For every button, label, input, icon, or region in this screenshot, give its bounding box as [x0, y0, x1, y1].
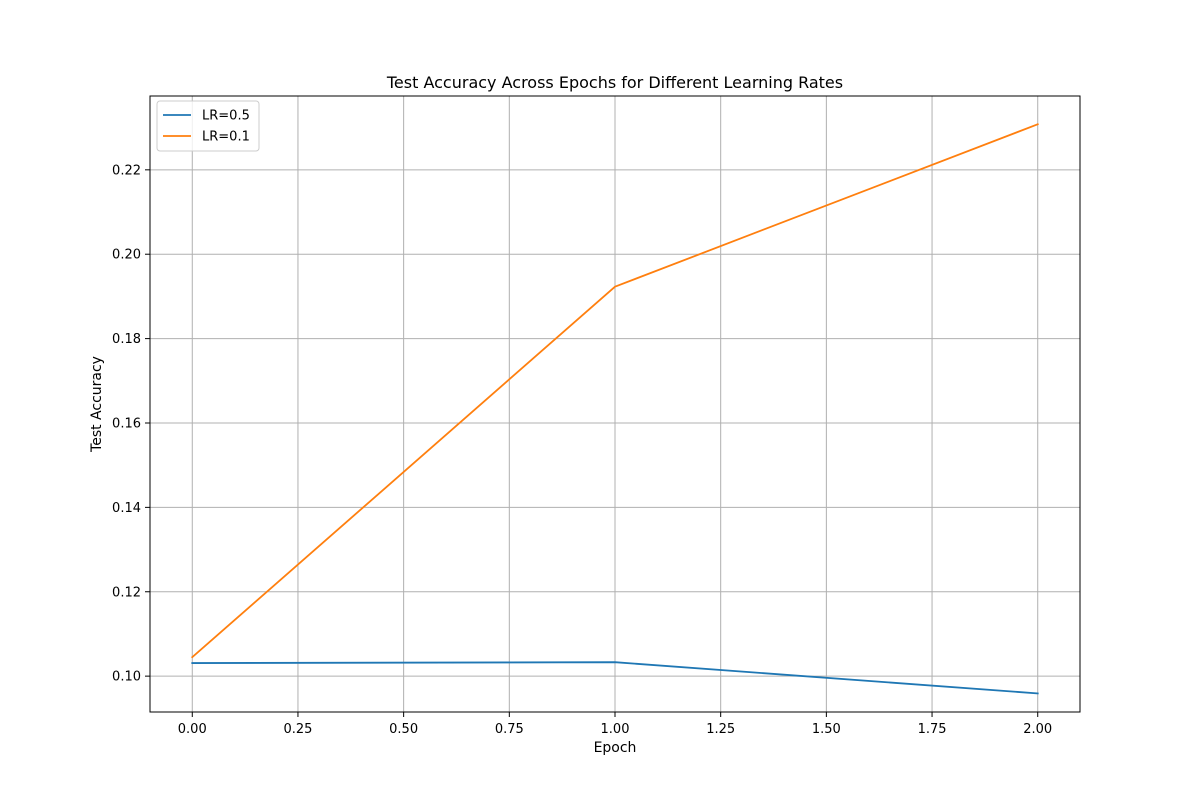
- x-tick-label: 1.00: [601, 722, 630, 737]
- legend-box: [156, 100, 260, 152]
- x-tick-label: 0.75: [495, 722, 524, 737]
- legend-label: LR=0.5: [202, 109, 250, 124]
- y-tick-label: 0.22: [112, 163, 141, 178]
- y-tick-label: 0.10: [112, 670, 141, 685]
- x-tick-label: 1.50: [812, 722, 841, 737]
- x-tick-label: 1.25: [706, 722, 735, 737]
- series-lines: [190, 123, 1039, 695]
- y-tick-label: 0.14: [112, 501, 141, 516]
- chart-title: Test Accuracy Across Epochs for Differen…: [386, 73, 843, 92]
- grid: [150, 96, 1080, 712]
- x-tick-label: 0.50: [389, 722, 418, 737]
- y-axis-ticks: 0.10 0.12 0.14 0.16 0.18 0.20 0.22: [112, 163, 150, 685]
- x-tick-label: 1.75: [918, 722, 947, 737]
- y-tick-label: 0.12: [112, 585, 141, 600]
- legend: LR=0.5 LR=0.1: [156, 100, 260, 152]
- y-tick-label: 0.20: [112, 248, 141, 263]
- series-line-lr-0-5: [191, 661, 1039, 695]
- legend-label: LR=0.1: [202, 130, 250, 145]
- x-tick-label: 0.00: [178, 722, 207, 737]
- x-tick-label: 2.00: [1023, 722, 1052, 737]
- x-axis-label: Epoch: [594, 740, 637, 756]
- x-tick-label: 0.25: [283, 722, 312, 737]
- x-axis-ticks: 0.00 0.25 0.50 0.75 1.00 1.25 1.50 1.75 2.00: [178, 712, 1052, 737]
- series-line-lr-0-1: [190, 123, 1039, 659]
- y-tick-label: 0.16: [112, 416, 141, 431]
- y-tick-label: 0.18: [112, 332, 141, 347]
- y-axis-label: Test Accuracy: [89, 356, 105, 453]
